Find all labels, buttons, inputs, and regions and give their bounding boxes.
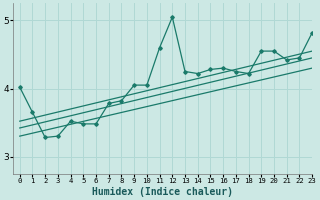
X-axis label: Humidex (Indice chaleur): Humidex (Indice chaleur) [92, 186, 233, 197]
